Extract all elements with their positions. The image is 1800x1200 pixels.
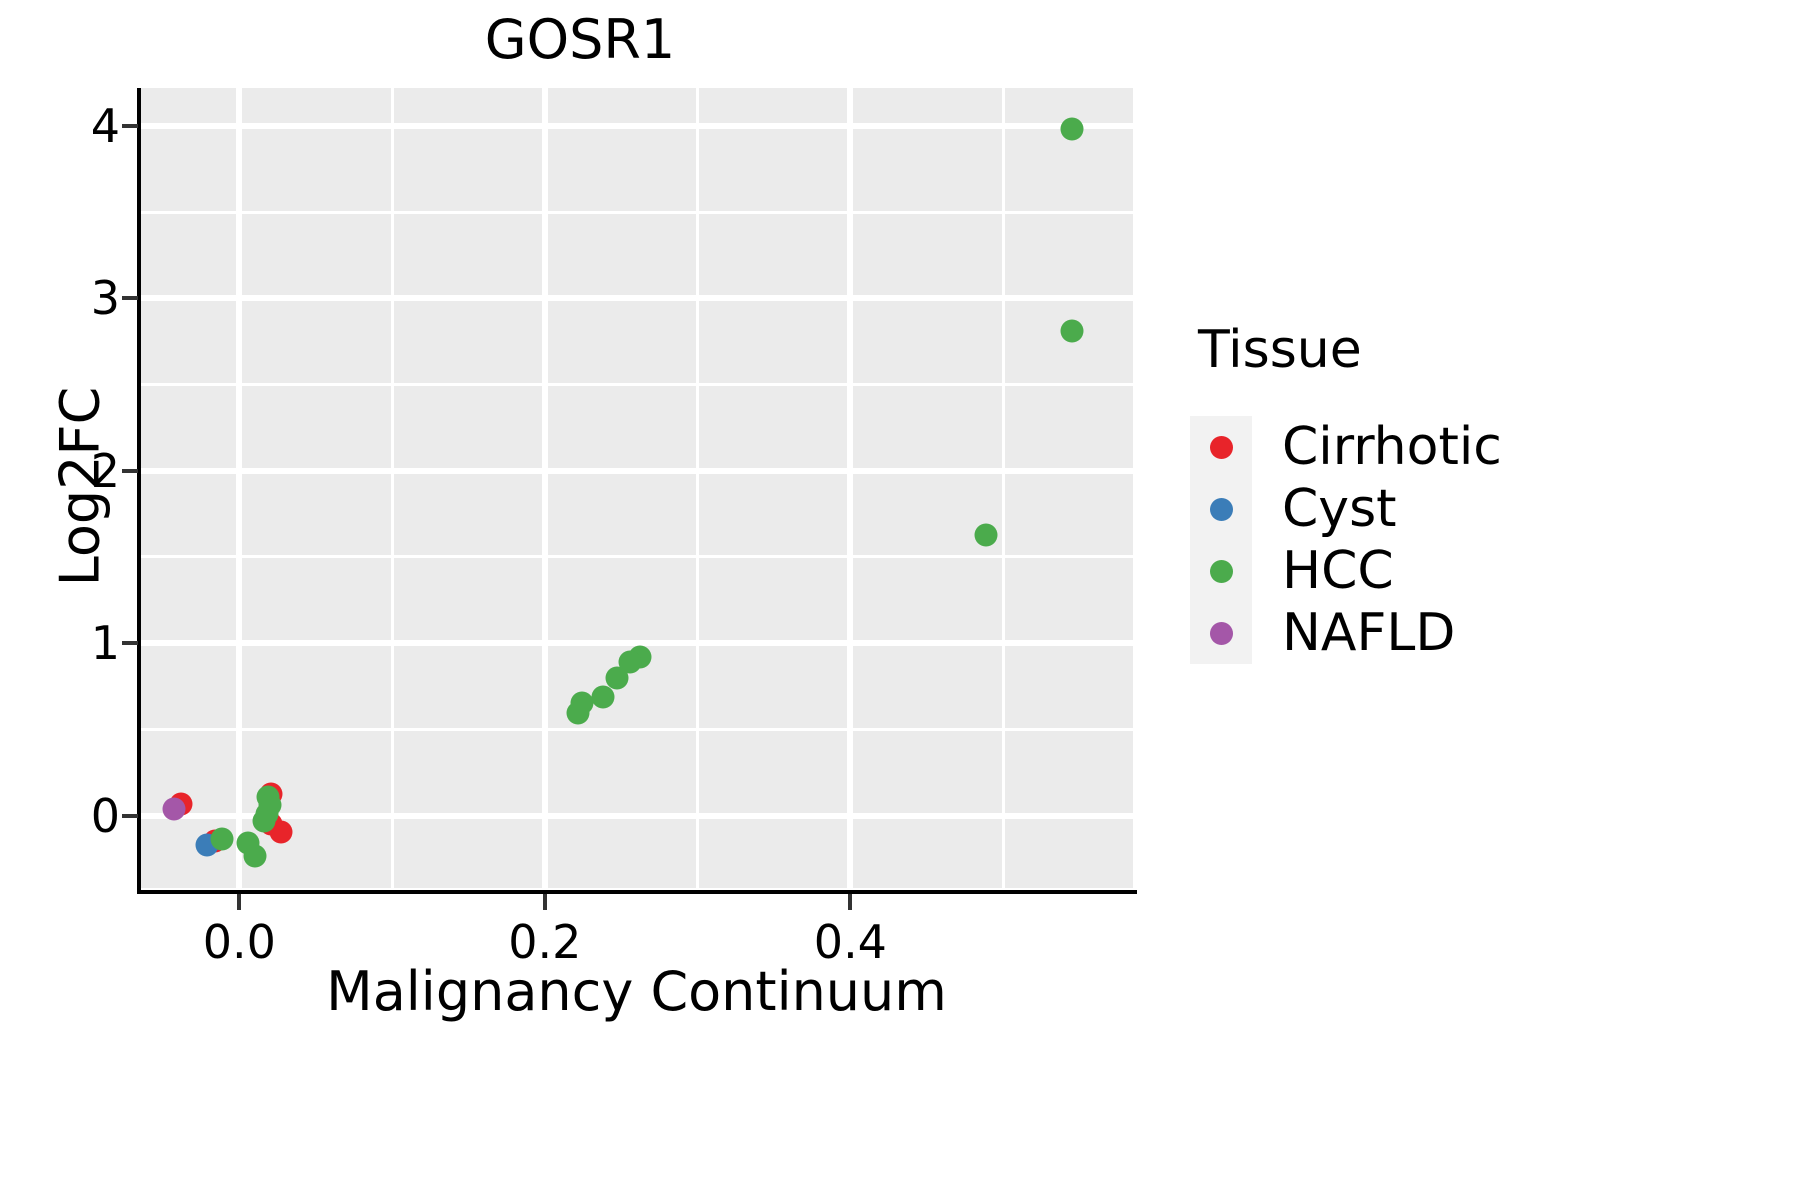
legend-key-background	[1190, 416, 1252, 478]
x-axis-line	[137, 890, 1137, 894]
data-point	[566, 701, 590, 725]
page-title: GOSR1	[484, 8, 676, 71]
y-tick	[122, 468, 138, 473]
legend-item-label: HCC	[1282, 541, 1394, 601]
legend-item-label: Cirrhotic	[1282, 417, 1502, 477]
y-axis-line	[137, 88, 141, 894]
x-tick	[542, 894, 547, 910]
legend-item-label: NAFLD	[1282, 603, 1456, 663]
data-point	[210, 827, 234, 851]
data-point	[243, 844, 267, 868]
data-point	[1060, 117, 1084, 141]
legend-item-nafld[interactable]: NAFLD	[1190, 602, 1790, 664]
x-tick	[848, 894, 853, 910]
data-point	[162, 797, 186, 821]
data-point	[252, 809, 276, 833]
legend-item-label: Cyst	[1282, 479, 1397, 539]
gridline-y-minor	[140, 210, 1133, 214]
gridline-x-minor	[696, 88, 700, 888]
gridline-x-minor	[1001, 88, 1005, 888]
legend-key-background	[1190, 478, 1252, 540]
data-point	[591, 685, 615, 709]
data-point	[618, 650, 642, 674]
legend-marker-icon	[1209, 497, 1233, 521]
gridline-y-major	[140, 122, 1133, 129]
legend-items: Cirrhotic Cyst HCC NAFLD	[1190, 416, 1790, 664]
gridline-x-major	[541, 88, 548, 888]
x-tick	[237, 894, 242, 910]
y-tick-label: 0	[90, 788, 120, 843]
data-point	[974, 523, 998, 547]
gridline-x-minor	[390, 88, 394, 888]
legend-marker-icon	[1209, 435, 1233, 459]
y-tick	[122, 813, 138, 818]
gridline-x-major	[236, 88, 243, 888]
y-tick-label: 2	[90, 443, 120, 498]
y-tick-label: 3	[90, 271, 120, 326]
data-point	[1060, 319, 1084, 343]
plot-panel	[140, 88, 1133, 888]
y-tick-label: 4	[90, 98, 120, 153]
gridline-y-major	[140, 467, 1133, 474]
y-tick	[122, 296, 138, 301]
y-tick	[122, 641, 138, 646]
data-point	[605, 666, 629, 690]
y-tick	[122, 123, 138, 128]
legend-marker-icon	[1209, 621, 1233, 645]
legend: Tissue Cirrhotic Cyst HCC NAFLD	[1190, 320, 1790, 664]
x-axis-label: Malignancy Continuum	[326, 960, 947, 1023]
legend-title: Tissue	[1198, 320, 1362, 380]
legend-item-hcc[interactable]: HCC	[1190, 540, 1790, 602]
gridline-y-minor	[140, 727, 1133, 731]
gridline-y-major	[140, 812, 1133, 819]
gridline-y-major	[140, 295, 1133, 302]
x-tick-label: 0.0	[202, 915, 276, 969]
x-tick-label: 0.2	[508, 915, 582, 969]
gridline-x-major	[847, 88, 854, 888]
legend-key-background	[1190, 602, 1252, 664]
y-axis-label: Log2FC	[48, 386, 112, 587]
legend-item-cirrhotic[interactable]: Cirrhotic	[1190, 416, 1790, 478]
legend-key-background	[1190, 540, 1252, 602]
legend-marker-icon	[1209, 559, 1233, 583]
gridline-y-minor	[140, 383, 1133, 387]
y-tick-label: 1	[90, 616, 120, 671]
legend-item-cyst[interactable]: Cyst	[1190, 478, 1790, 540]
gridline-y-minor	[140, 555, 1133, 559]
x-tick-label: 0.4	[813, 915, 887, 969]
gridline-y-major	[140, 640, 1133, 647]
